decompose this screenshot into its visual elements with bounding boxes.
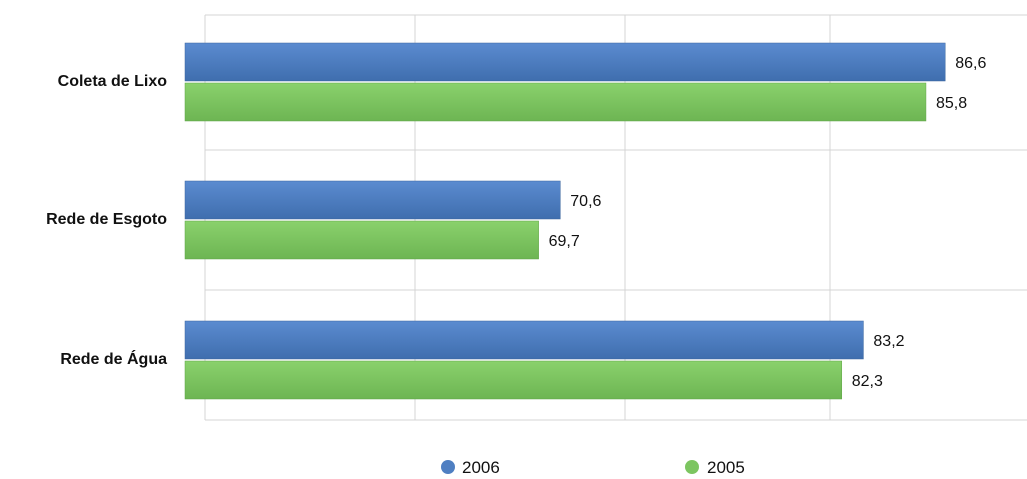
bar-2006 bbox=[184, 42, 946, 82]
legend-marker-2005 bbox=[685, 460, 699, 474]
bars bbox=[184, 42, 946, 400]
bar-2005 bbox=[184, 220, 539, 260]
legend: 2006 2005 bbox=[441, 458, 745, 477]
legend-label: 2005 bbox=[707, 458, 745, 477]
legend-marker-2006 bbox=[441, 460, 455, 474]
labels: Coleta de Lixo 86,6 85,8 Rede de Esgoto 70,6… bbox=[46, 55, 986, 390]
data-label: 82,3 bbox=[852, 373, 883, 390]
gridlines bbox=[204, 14, 1027, 421]
category-label: Rede de Esgoto bbox=[46, 211, 167, 228]
data-label: 70,6 bbox=[570, 193, 601, 210]
bar-2006 bbox=[184, 180, 561, 220]
category-label: Rede de Água bbox=[60, 349, 167, 368]
data-label: 83,2 bbox=[873, 333, 904, 350]
bar-2005 bbox=[184, 360, 843, 400]
legend-label: 2006 bbox=[462, 458, 500, 477]
data-label: 86,6 bbox=[955, 55, 986, 72]
category-label: Coleta de Lixo bbox=[58, 73, 168, 90]
data-label: 85,8 bbox=[936, 95, 967, 112]
data-label: 69,7 bbox=[549, 233, 580, 250]
bar-2005 bbox=[184, 82, 927, 122]
bar-2006 bbox=[184, 320, 864, 360]
